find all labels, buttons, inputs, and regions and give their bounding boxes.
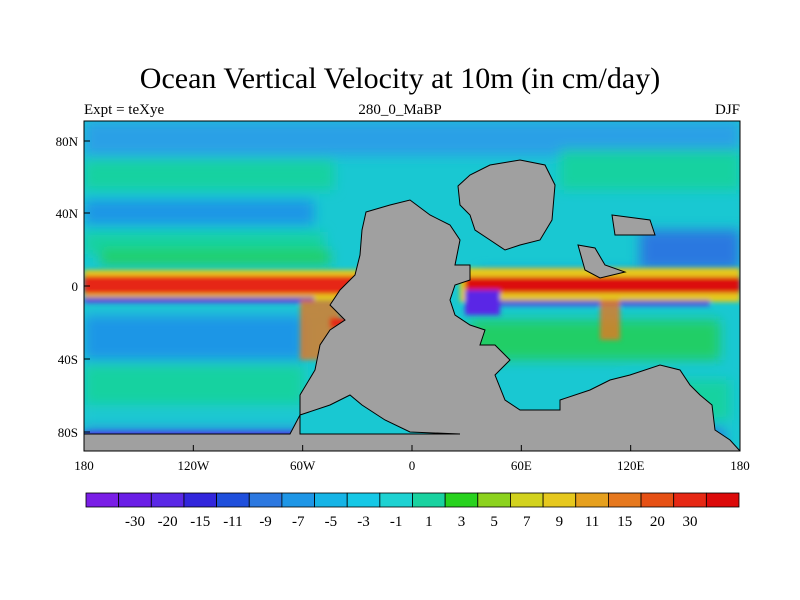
colorbar-swatch [379, 492, 413, 508]
lon-tick-label: 180 [730, 458, 750, 473]
colorbar-label: 1 [425, 514, 433, 530]
colorbar-label: -1 [390, 514, 403, 530]
lat-tick-label: 80N [56, 134, 79, 149]
colorbar-label: 5 [490, 514, 498, 530]
colorbar-swatch [281, 492, 315, 508]
colorbar-label: 20 [650, 514, 665, 530]
lat-tick-label: 0 [72, 279, 79, 294]
longitude-axis: 180 120W 60W 0 60E 120E 180 [74, 445, 750, 473]
colorbar-label: -3 [357, 514, 370, 530]
colorbar-label: -9 [259, 514, 272, 530]
land-masses [84, 159, 740, 451]
lon-tick-label: 60W [290, 458, 316, 473]
colorbar-swatch [118, 492, 152, 508]
colorbar-swatch [477, 492, 511, 508]
colorbar-swatch [183, 492, 217, 508]
colorbar-swatch [444, 492, 479, 508]
lat-tick-label: 40S [58, 352, 78, 367]
map-field [84, 121, 740, 451]
colorbar-label: -20 [158, 514, 178, 530]
season-label: DJF [714, 102, 740, 118]
colorbar-swatch [640, 492, 675, 508]
colorbar-label: 30 [683, 514, 698, 530]
colorbar-swatch [542, 492, 577, 508]
colorbar-swatch [248, 492, 283, 508]
map-title: Ocean Vertical Velocity at 10m (in cm/da… [139, 62, 661, 95]
colorbar-swatch [412, 492, 446, 508]
colorbar-label: 7 [523, 514, 531, 530]
colorbar-label: 11 [585, 514, 599, 530]
colorbar-label: -11 [223, 514, 242, 530]
colorbar-label: -30 [125, 514, 145, 530]
colorbar-label: -7 [292, 514, 305, 530]
colorbar-swatch [673, 492, 707, 508]
colorbar-swatch [216, 492, 250, 508]
colorbar-swatch [705, 492, 740, 508]
colorbar-swatch [150, 492, 185, 508]
colorbar-swatch [314, 492, 348, 508]
colorbar-label: -5 [325, 514, 338, 530]
colorbar-label: 3 [458, 514, 466, 530]
lon-tick-label: 120E [617, 458, 645, 473]
colorbar-swatch [575, 492, 609, 508]
inland-sea [299, 394, 461, 435]
lat-tick-label: 80S [58, 425, 78, 440]
latitude-axis: 80N 40N 0 40S 80S [56, 134, 90, 440]
colorbar-label: 9 [556, 514, 564, 530]
colorbar-swatch [608, 492, 642, 508]
colorbar-label: 15 [617, 514, 632, 530]
lon-tick-label: 120W [177, 458, 210, 473]
lon-tick-label: 60E [511, 458, 532, 473]
experiment-label: Expt = teXye [84, 102, 165, 118]
lon-tick-label: 0 [409, 458, 416, 473]
colorbar-swatch [346, 492, 381, 508]
time-label: 280_0_MaBP [358, 102, 442, 118]
colorbar-label: -15 [190, 514, 210, 530]
colorbar-swatch [510, 492, 544, 508]
colorbar [85, 492, 740, 508]
lon-tick-label: 180 [74, 458, 94, 473]
lat-tick-label: 40N [56, 206, 79, 221]
colorbar-swatch [85, 492, 120, 508]
colorbar-labels: -30 -20 -15 -11 -9 -7 -5 -3 -1 1 3 5 7 9 11 15 20 30 [125, 514, 698, 530]
